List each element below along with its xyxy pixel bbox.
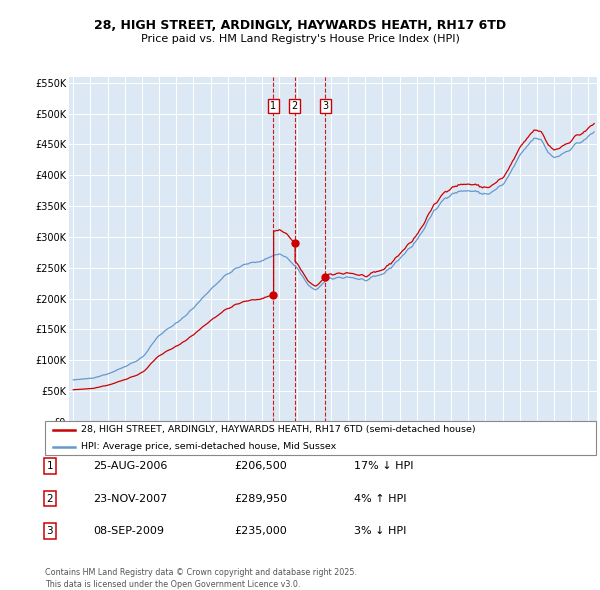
Text: 3: 3 (46, 526, 53, 536)
Text: 1: 1 (46, 461, 53, 471)
Text: HPI: Average price, semi-detached house, Mid Sussex: HPI: Average price, semi-detached house,… (81, 442, 336, 451)
Text: 23-NOV-2007: 23-NOV-2007 (93, 494, 167, 503)
Text: 3: 3 (322, 101, 329, 111)
FancyBboxPatch shape (45, 421, 596, 455)
Text: 2: 2 (46, 494, 53, 503)
Text: 4% ↑ HPI: 4% ↑ HPI (354, 494, 407, 503)
Text: £289,950: £289,950 (234, 494, 287, 503)
Text: Contains HM Land Registry data © Crown copyright and database right 2025.
This d: Contains HM Land Registry data © Crown c… (45, 568, 357, 589)
Text: £206,500: £206,500 (234, 461, 287, 471)
Text: 2: 2 (292, 101, 298, 111)
Text: £235,000: £235,000 (234, 526, 287, 536)
Text: 28, HIGH STREET, ARDINGLY, HAYWARDS HEATH, RH17 6TD (semi-detached house): 28, HIGH STREET, ARDINGLY, HAYWARDS HEAT… (81, 425, 475, 434)
Text: 08-SEP-2009: 08-SEP-2009 (93, 526, 164, 536)
Text: Price paid vs. HM Land Registry's House Price Index (HPI): Price paid vs. HM Land Registry's House … (140, 34, 460, 44)
Text: 1: 1 (270, 101, 277, 111)
Text: 3% ↓ HPI: 3% ↓ HPI (354, 526, 406, 536)
Text: 17% ↓ HPI: 17% ↓ HPI (354, 461, 413, 471)
Text: 28, HIGH STREET, ARDINGLY, HAYWARDS HEATH, RH17 6TD: 28, HIGH STREET, ARDINGLY, HAYWARDS HEAT… (94, 19, 506, 32)
Text: 25-AUG-2006: 25-AUG-2006 (93, 461, 167, 471)
